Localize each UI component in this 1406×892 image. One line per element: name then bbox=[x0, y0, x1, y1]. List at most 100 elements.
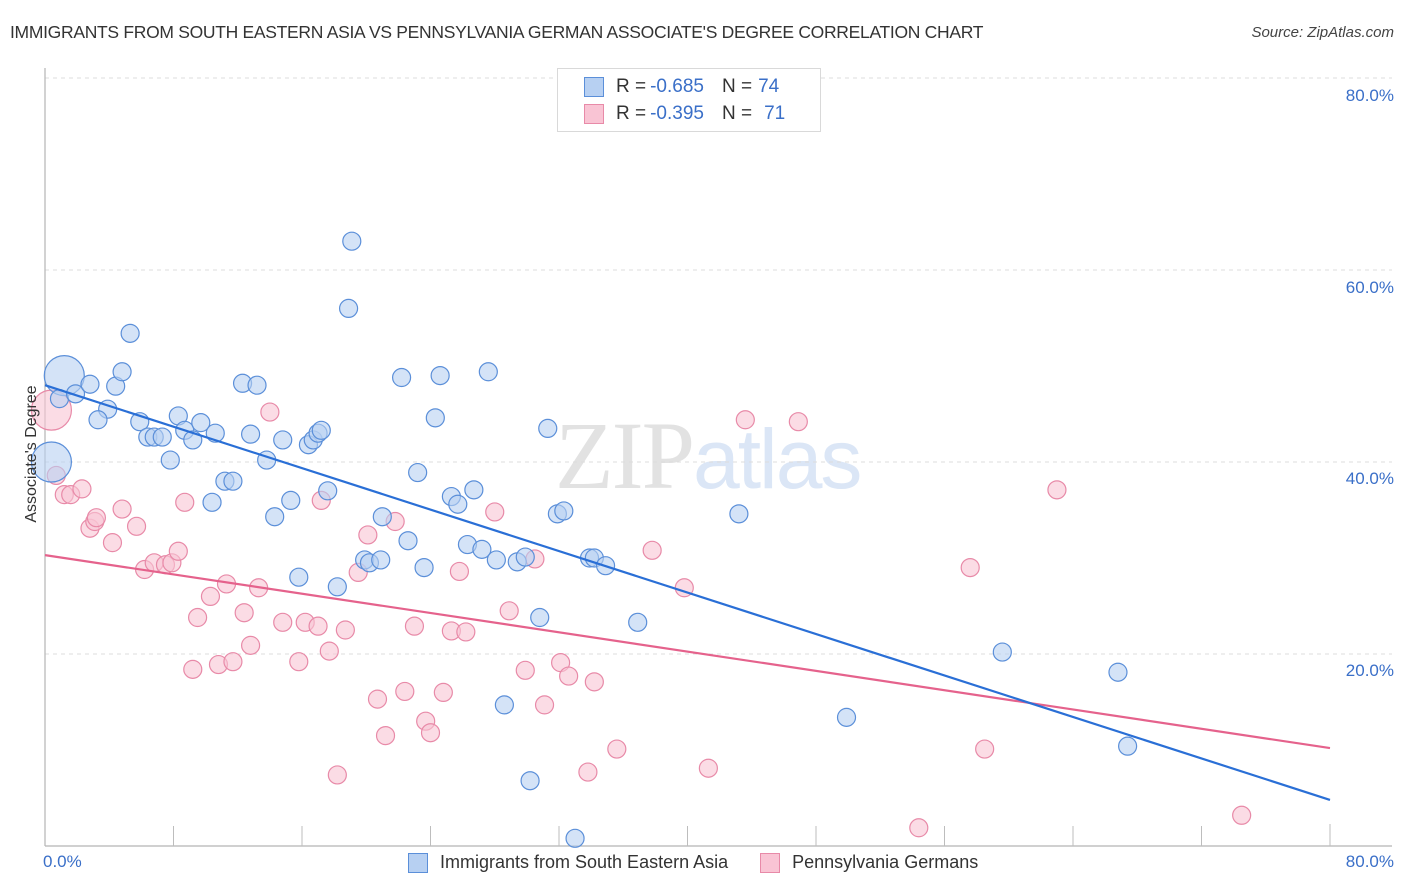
data-point-immigrants-se-asia bbox=[494, 695, 514, 715]
data-point-pennsylvania-germans bbox=[1047, 480, 1067, 500]
data-point-pennsylvania-germans bbox=[319, 641, 339, 661]
data-point-pennsylvania-germans bbox=[975, 739, 995, 759]
data-point-immigrants-se-asia bbox=[152, 427, 172, 447]
y-tick-label: 40.0% bbox=[1345, 469, 1394, 488]
data-point-pennsylvania-germans bbox=[86, 508, 107, 528]
data-point-pennsylvania-germans bbox=[241, 635, 261, 655]
data-point-immigrants-se-asia bbox=[408, 462, 428, 483]
data-point-immigrants-se-asia bbox=[120, 323, 140, 343]
data-point-pennsylvania-germans bbox=[335, 620, 355, 640]
data-point-pennsylvania-germans bbox=[72, 479, 92, 499]
data-point-immigrants-se-asia bbox=[515, 547, 535, 567]
data-point-immigrants-se-asia bbox=[247, 375, 267, 395]
data-point-immigrants-se-asia bbox=[223, 471, 243, 491]
data-point-immigrants-se-asia bbox=[1118, 736, 1138, 756]
data-point-immigrants-se-asia bbox=[391, 367, 412, 388]
data-point-pennsylvania-germans bbox=[788, 412, 808, 432]
x-tick-label: 0.0% bbox=[43, 852, 82, 871]
data-point-immigrants-se-asia bbox=[371, 550, 391, 570]
data-point-pennsylvania-germans bbox=[433, 682, 453, 703]
watermark-zip: ZIP bbox=[555, 402, 695, 509]
data-point-immigrants-se-asia bbox=[992, 642, 1012, 662]
data-point-pennsylvania-germans bbox=[308, 616, 328, 636]
data-point-pennsylvania-germans bbox=[607, 739, 627, 759]
data-point-immigrants-se-asia bbox=[160, 450, 180, 470]
data-point-pennsylvania-germans bbox=[534, 695, 555, 715]
data-point-pennsylvania-germans bbox=[578, 762, 598, 782]
data-point-immigrants-se-asia bbox=[486, 550, 506, 570]
data-point-immigrants-se-asia bbox=[88, 410, 108, 430]
data-point-pennsylvania-germans bbox=[420, 723, 441, 743]
data-point-immigrants-se-asia bbox=[472, 539, 492, 559]
data-point-immigrants-se-asia bbox=[112, 362, 132, 382]
data-point-pennsylvania-germans bbox=[735, 410, 755, 430]
legend-label: Pennsylvania Germans bbox=[792, 852, 979, 872]
data-point-immigrants-se-asia bbox=[430, 366, 450, 386]
watermark: ZIPatlas bbox=[555, 400, 862, 511]
y-axis-label: Associate's Degree bbox=[23, 385, 40, 523]
data-point-pennsylvania-germans bbox=[1232, 805, 1252, 825]
data-point-immigrants-se-asia bbox=[202, 492, 222, 512]
data-point-immigrants-se-asia bbox=[414, 557, 434, 578]
chart-title: IMMIGRANTS FROM SOUTH EASTERN ASIA VS PE… bbox=[10, 22, 984, 42]
data-point-immigrants-se-asia bbox=[448, 494, 468, 514]
legend-row-blue: R = -0.685 N = 74 bbox=[584, 75, 779, 99]
data-point-pennsylvania-germans bbox=[260, 402, 280, 422]
data-point-pennsylvania-germans bbox=[112, 499, 132, 519]
blue-swatch bbox=[584, 77, 604, 97]
x-tick-label: 80.0% bbox=[1345, 852, 1394, 871]
data-point-pennsylvania-germans bbox=[499, 601, 519, 621]
data-point-immigrants-se-asia bbox=[241, 424, 261, 444]
data-point-immigrants-se-asia bbox=[425, 408, 445, 428]
data-point-immigrants-se-asia bbox=[265, 507, 285, 527]
data-point-immigrants-se-asia bbox=[478, 362, 498, 382]
data-point-pennsylvania-germans bbox=[327, 765, 347, 785]
pink-swatch bbox=[760, 852, 781, 873]
data-point-immigrants-se-asia bbox=[30, 441, 73, 483]
data-point-immigrants-se-asia bbox=[538, 418, 558, 438]
data-point-pennsylvania-germans bbox=[960, 557, 980, 578]
data-point-pennsylvania-germans bbox=[126, 516, 147, 536]
data-point-pennsylvania-germans bbox=[485, 502, 505, 522]
data-point-immigrants-se-asia bbox=[65, 384, 86, 404]
legend-item-immigrants[interactable]: Immigrants from South Eastern Asia bbox=[408, 852, 728, 873]
data-point-pennsylvania-germans bbox=[449, 561, 470, 582]
data-point-pennsylvania-germans bbox=[375, 725, 396, 746]
data-point-immigrants-se-asia bbox=[520, 771, 540, 791]
data-point-pennsylvania-germans bbox=[175, 492, 195, 512]
data-point-immigrants-se-asia bbox=[530, 607, 550, 628]
data-point-pennsylvania-germans bbox=[559, 666, 579, 686]
data-point-immigrants-se-asia bbox=[398, 531, 418, 551]
data-point-immigrants-se-asia bbox=[191, 413, 211, 433]
y-tick-label: 20.0% bbox=[1345, 661, 1394, 680]
trend-line-immigrants-se-asia bbox=[44, 384, 1331, 801]
correlation-legend: R = -0.685 N = 74 R = -0.395 N = 71 bbox=[557, 68, 821, 132]
n-label: N = bbox=[721, 76, 753, 97]
data-point-immigrants-se-asia bbox=[372, 507, 392, 527]
data-point-pennsylvania-germans bbox=[456, 622, 476, 642]
data-point-pennsylvania-germans bbox=[584, 672, 604, 692]
data-point-pennsylvania-germans bbox=[642, 540, 662, 560]
n-label: N = bbox=[721, 103, 753, 124]
r-label: R = bbox=[616, 76, 647, 97]
trend-lines bbox=[44, 384, 1331, 801]
data-point-pennsylvania-germans bbox=[187, 607, 208, 628]
data-point-pennsylvania-germans bbox=[168, 541, 188, 561]
data-point-immigrants-se-asia bbox=[729, 504, 749, 524]
data-point-pennsylvania-germans bbox=[909, 818, 929, 838]
data-point-pennsylvania-germans bbox=[273, 612, 293, 632]
data-point-immigrants-se-asia bbox=[836, 707, 857, 727]
source-label: Source: ZipAtlas.com bbox=[1251, 24, 1394, 41]
legend-item-pennsylvania-germans[interactable]: Pennsylvania Germans bbox=[760, 852, 978, 873]
series-immigrants-se-asia bbox=[30, 231, 1138, 848]
r-value: -0.685 bbox=[650, 76, 704, 97]
n-value: 71 bbox=[764, 103, 786, 124]
pink-swatch bbox=[584, 104, 604, 124]
blue-swatch bbox=[408, 852, 428, 873]
data-point-pennsylvania-germans bbox=[367, 689, 388, 709]
data-point-pennsylvania-germans bbox=[289, 652, 309, 672]
data-point-pennsylvania-germans bbox=[223, 652, 243, 672]
data-point-pennsylvania-germans bbox=[102, 533, 123, 553]
data-point-immigrants-se-asia bbox=[342, 231, 362, 251]
